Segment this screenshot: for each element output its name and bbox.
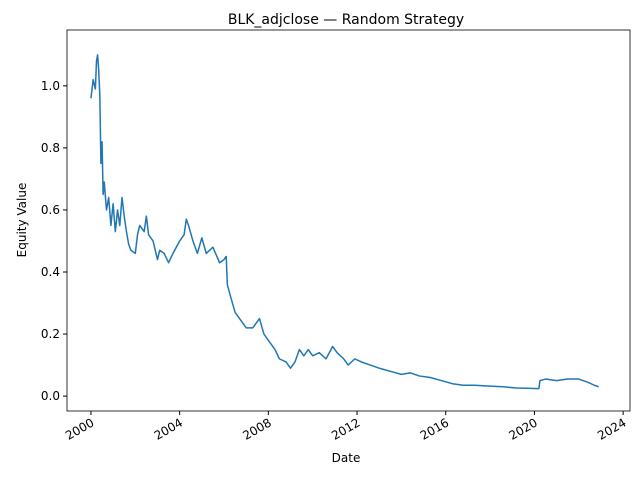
y-tick-label: 0.4 xyxy=(41,265,60,279)
chart-title: BLK_adjclose — Random Strategy xyxy=(228,12,464,28)
x-tick-label: 2004 xyxy=(152,415,185,442)
x-tick-label: 2012 xyxy=(329,415,362,442)
x-tick-label: 2008 xyxy=(240,415,273,442)
y-axis-label: Equity Value xyxy=(15,183,29,258)
y-tick-label: 1.0 xyxy=(41,79,60,93)
x-axis-label: Date xyxy=(332,451,361,465)
x-tick-label: 2000 xyxy=(63,415,96,442)
axes-frame xyxy=(66,29,631,412)
y-tick-label: 0.2 xyxy=(41,327,60,341)
y-tick-label: 0.0 xyxy=(41,389,60,403)
x-tick-label: 2016 xyxy=(418,415,451,442)
y-tick-label: 0.6 xyxy=(41,203,60,217)
x-tick-label: 2024 xyxy=(595,415,628,442)
x-tick-label: 2020 xyxy=(506,415,539,442)
y-tick-label: 0.8 xyxy=(41,141,60,155)
series-line xyxy=(90,54,599,390)
